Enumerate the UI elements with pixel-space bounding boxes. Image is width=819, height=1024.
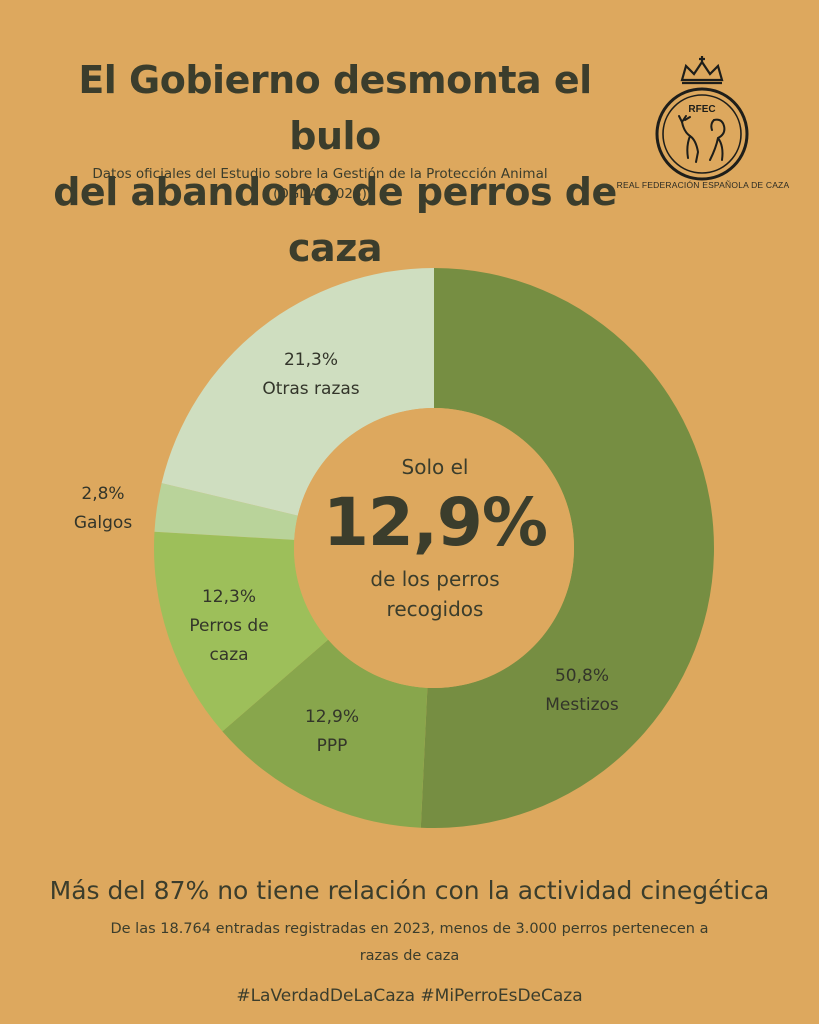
rfec-crest-icon: RFEC (655, 56, 749, 181)
center-post-1: de los perros (370, 567, 500, 591)
label-galgos: 2,8% Galgos (23, 480, 183, 538)
logo-text: RFEC (688, 104, 715, 115)
label-mestizos-name: Mestizos (545, 695, 619, 715)
donut-center-text: Solo el 12,9% de los perros recogidos (315, 448, 555, 624)
slice-galgos (154, 483, 298, 540)
label-otras-razas-name: Otras razas (262, 379, 360, 399)
label-perros-de-caza-pct: 12,3% (201, 587, 256, 607)
label-ppp: 12,9% PPP (252, 703, 412, 761)
logo-caption: REAL FEDERACIÓN ESPAÑOLA DE CAZA (616, 180, 790, 190)
subtitle-line-2: (DGDA, 2025) (273, 186, 367, 202)
label-otras-razas-pct: 21,3% (283, 350, 338, 370)
label-galgos-pct: 2,8% (81, 484, 125, 504)
title-line-2: del abandono de perros de caza (53, 170, 617, 270)
label-perros-de-caza: 12,3% Perros de caza (149, 583, 309, 670)
subtitle: Datos oficiales del Estudio sobre la Ges… (40, 164, 600, 204)
slice-perros-de-caza (154, 531, 329, 732)
center-pre: Solo el (401, 455, 469, 479)
label-ppp-name: PPP (316, 736, 348, 756)
donut-hole (294, 408, 574, 688)
label-galgos-name: Galgos (73, 513, 133, 533)
slice-ppp (222, 639, 428, 828)
center-post-2: recogidos (386, 597, 484, 621)
footer-subtext: De las 18.764 entradas registradas en 20… (60, 916, 759, 970)
footer-headline: Más del 87% no tiene relación con la act… (49, 876, 770, 905)
slice-mestizos (420, 268, 715, 828)
subtitle-line-1: Datos oficiales del Estudio sobre la Ges… (92, 166, 548, 182)
center-value: 12,9% (323, 484, 548, 561)
label-otras-razas: 21,3% Otras razas (231, 346, 391, 404)
hashtags: #LaVerdadDeLaCaza #MiPerroEsDeCaza (236, 986, 583, 1006)
label-perros-de-caza-name2: caza (209, 645, 249, 665)
label-mestizos: 50,8% Mestizos (502, 662, 662, 720)
label-mestizos-pct: 50,8% (554, 666, 609, 686)
page-title: El Gobierno desmonta el bulo del abandon… (30, 52, 640, 276)
title-line-1: El Gobierno desmonta el bulo (78, 58, 592, 158)
label-ppp-pct: 12,9% (304, 707, 359, 727)
footer-sub-line-2: razas de caza (359, 948, 460, 964)
label-perros-de-caza-name1: Perros de (189, 616, 269, 636)
footer-sub-line-1: De las 18.764 entradas registradas en 20… (110, 921, 709, 937)
slice-otras-razas (161, 268, 435, 516)
